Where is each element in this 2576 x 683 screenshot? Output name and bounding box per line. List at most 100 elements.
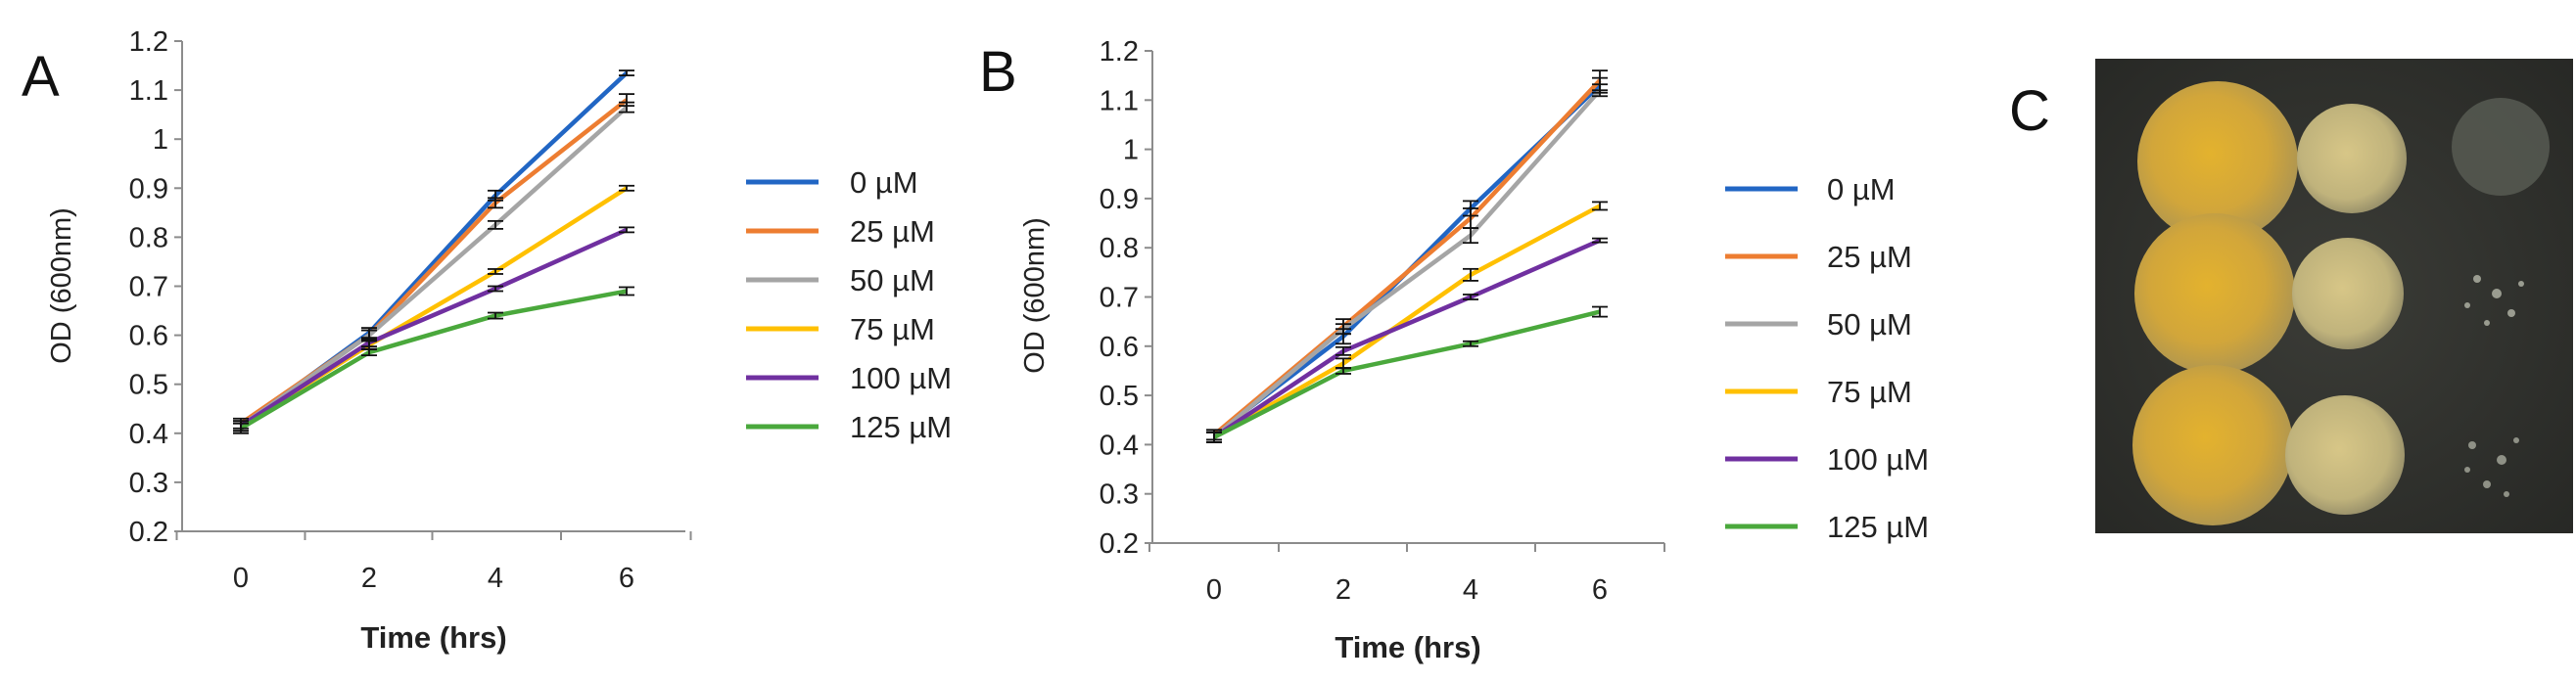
- error-bar: [1592, 201, 1608, 211]
- x-tick-label: 6: [1592, 574, 1608, 606]
- x-tick-label: 4: [488, 563, 503, 594]
- series-line: [239, 289, 628, 431]
- series-line: [1212, 204, 1602, 439]
- legend-label: 0 µM: [850, 165, 918, 200]
- panel-label-a: A: [22, 45, 60, 109]
- y-tick-label: 1.1: [129, 75, 168, 107]
- x-tick-label: 0: [1206, 574, 1222, 606]
- y-tick-label: 0.3: [129, 468, 168, 499]
- error-bar: [488, 219, 503, 230]
- error-bar: [488, 197, 503, 209]
- legend-label: 50 µM: [850, 263, 935, 297]
- legend-label: 100 µM: [850, 361, 952, 395]
- agar-plate-photo: [2095, 59, 2573, 533]
- error-bar: [1335, 345, 1351, 356]
- y-tick-label: 0.3: [1100, 479, 1139, 511]
- error-bar: [1463, 227, 1478, 245]
- y-tick-label: 0.2: [1100, 528, 1139, 560]
- error-bar: [488, 285, 503, 293]
- legend-item: 100 µM: [1725, 442, 1929, 477]
- y-tick-label: 0.9: [1100, 184, 1139, 215]
- colony-spot: [2285, 395, 2405, 515]
- y-axis-title: OD (600nm): [46, 207, 77, 364]
- colony-spot: [2137, 81, 2298, 242]
- colony-specks: [2464, 437, 2519, 497]
- chart-panel-a: 0.2 0.3 0.4 0.5 0.6 0.7 0.8 0.9 1 1.1 1.2 0 2 4 6 Time …: [46, 26, 952, 655]
- legend-item: 125 µM: [746, 410, 952, 444]
- legend-label: 75 µM: [1827, 375, 1912, 409]
- error-bar: [1335, 323, 1351, 336]
- series-line: [1212, 309, 1601, 439]
- y-tick-label: 1.2: [129, 26, 168, 58]
- series-line: [239, 105, 629, 429]
- legend-label: 50 µM: [1827, 307, 1912, 342]
- legend-item: 50 µM: [1725, 307, 1912, 342]
- error-bar: [488, 268, 503, 275]
- colony-specks: [2464, 275, 2524, 326]
- legend-item: 100 µM: [746, 361, 952, 395]
- chart-panel-b: 0.2 0.3 0.4 0.5 0.6 0.7 0.8 0.9 1 1.1 1.2 0 2 4 6 Time …: [1019, 36, 1929, 664]
- colony-spot: [2297, 104, 2407, 213]
- error-bar: [233, 422, 249, 434]
- legend: 0 µM 25 µM 50 µM 75 µM 100 µM 125 µM: [746, 165, 952, 444]
- panel-label-b: B: [979, 40, 1017, 104]
- series-line: [239, 227, 628, 429]
- legend-label: 25 µM: [1827, 240, 1912, 274]
- legend-label: 125 µM: [850, 410, 952, 444]
- y-tick-label: 0.6: [1100, 332, 1139, 363]
- y-tick-label: 0.5: [1100, 381, 1139, 412]
- error-bar: [619, 226, 634, 234]
- error-bar: [1463, 294, 1478, 300]
- x-tick-label: 0: [233, 563, 249, 594]
- x-tick-label: 6: [619, 563, 634, 594]
- series-line: [1212, 83, 1602, 437]
- legend-item: 125 µM: [1725, 510, 1929, 544]
- error-bar: [1592, 305, 1608, 318]
- y-tick-label: 1: [153, 124, 168, 156]
- colony-spot: [2452, 98, 2550, 196]
- y-tick-label: 0.5: [129, 370, 168, 401]
- colony-spot: [2292, 238, 2404, 349]
- legend-item: 25 µM: [1725, 240, 1912, 274]
- legend-label: 25 µM: [850, 214, 935, 249]
- error-bar: [361, 338, 377, 348]
- y-axis-title: OD (600nm): [1019, 217, 1051, 374]
- y-tick-label: 0.4: [1100, 430, 1139, 461]
- x-tick-label: 2: [361, 563, 377, 594]
- legend-item: 50 µM: [746, 263, 935, 297]
- error-bar: [619, 184, 634, 192]
- y-tick-label: 0.4: [129, 419, 168, 450]
- legend-label: 100 µM: [1827, 442, 1929, 477]
- legend-label: 0 µM: [1827, 172, 1896, 206]
- error-bar: [488, 311, 503, 320]
- series-line: [239, 70, 629, 429]
- y-tick-label: 0.8: [1100, 233, 1139, 264]
- error-bar: [361, 348, 377, 357]
- y-tick-label: 0.6: [129, 321, 168, 352]
- legend-item: 25 µM: [746, 214, 935, 249]
- x-tick-label: 2: [1335, 574, 1351, 606]
- series-line: [1212, 238, 1601, 439]
- error-bar: [619, 101, 634, 114]
- x-tick-label: 4: [1463, 574, 1478, 606]
- error-bar: [1463, 267, 1478, 282]
- error-bar: [1335, 367, 1351, 375]
- legend-item: 75 µM: [746, 312, 935, 346]
- legend-label: 75 µM: [850, 312, 935, 346]
- series-line: [1212, 88, 1602, 439]
- error-bar: [1592, 237, 1608, 244]
- y-tick-label: 0.7: [1100, 283, 1139, 314]
- y-tick-label: 0.8: [129, 222, 168, 253]
- y-tick-label: 0.7: [129, 272, 168, 303]
- error-bar: [619, 69, 634, 76]
- legend-label: 125 µM: [1827, 510, 1929, 544]
- series-line: [1212, 78, 1602, 437]
- legend: 0 µM 25 µM 50 µM 75 µM 100 µM 125 µM: [1725, 172, 1929, 544]
- colony-spot: [2134, 213, 2295, 374]
- y-tick-label: 1: [1123, 135, 1139, 166]
- y-tick-label: 0.9: [129, 173, 168, 205]
- y-tick-label: 0.2: [129, 517, 168, 548]
- y-tick-label: 1.2: [1100, 36, 1139, 68]
- y-tick-label: 1.1: [1100, 85, 1139, 116]
- legend-item: 75 µM: [1725, 375, 1912, 409]
